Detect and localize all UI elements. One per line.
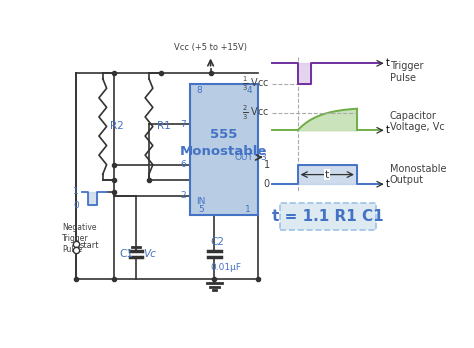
Text: Vc: Vc — [144, 249, 156, 259]
Text: 555
Monostable: 555 Monostable — [180, 128, 267, 158]
Text: 4: 4 — [247, 86, 253, 95]
Text: Capacitor
Voltage, Vc: Capacitor Voltage, Vc — [390, 111, 445, 132]
Text: $\frac{1}{3}$ Vcc: $\frac{1}{3}$ Vcc — [243, 75, 270, 93]
Text: t: t — [385, 179, 389, 189]
Text: C1: C1 — [119, 249, 133, 259]
Text: IN: IN — [196, 197, 205, 206]
Text: start: start — [80, 241, 99, 250]
Text: C2: C2 — [210, 237, 225, 247]
Text: Vcc (+5 to +15V): Vcc (+5 to +15V) — [174, 44, 247, 53]
Text: Monostable
Output: Monostable Output — [390, 164, 447, 185]
Text: OUT: OUT — [235, 153, 254, 162]
Text: Negative
Trigger
Pulse: Negative Trigger Pulse — [62, 222, 97, 254]
FancyBboxPatch shape — [280, 204, 376, 230]
FancyBboxPatch shape — [190, 84, 257, 215]
Text: Trigger
Pulse: Trigger Pulse — [390, 61, 423, 83]
Text: R2: R2 — [110, 121, 124, 132]
Text: t: t — [385, 58, 389, 68]
Text: 7: 7 — [180, 120, 186, 129]
Text: 6: 6 — [180, 160, 186, 169]
Text: 1: 1 — [246, 205, 251, 214]
Text: $\frac{2}{3}$ Vcc: $\frac{2}{3}$ Vcc — [243, 103, 270, 122]
Text: 0.01μF: 0.01μF — [210, 263, 242, 272]
Text: R1: R1 — [157, 121, 171, 132]
Text: 1: 1 — [264, 160, 270, 170]
Text: 8: 8 — [196, 86, 202, 95]
Text: t: t — [385, 125, 389, 135]
Text: t = 1.1 R1 C1: t = 1.1 R1 C1 — [272, 209, 384, 224]
Text: 2: 2 — [180, 191, 186, 200]
Text: 0: 0 — [264, 179, 270, 189]
Text: 0: 0 — [73, 200, 79, 209]
Text: t: t — [325, 169, 329, 180]
Text: 1: 1 — [73, 188, 79, 196]
Text: 3: 3 — [260, 153, 266, 162]
Text: 5: 5 — [199, 205, 204, 214]
